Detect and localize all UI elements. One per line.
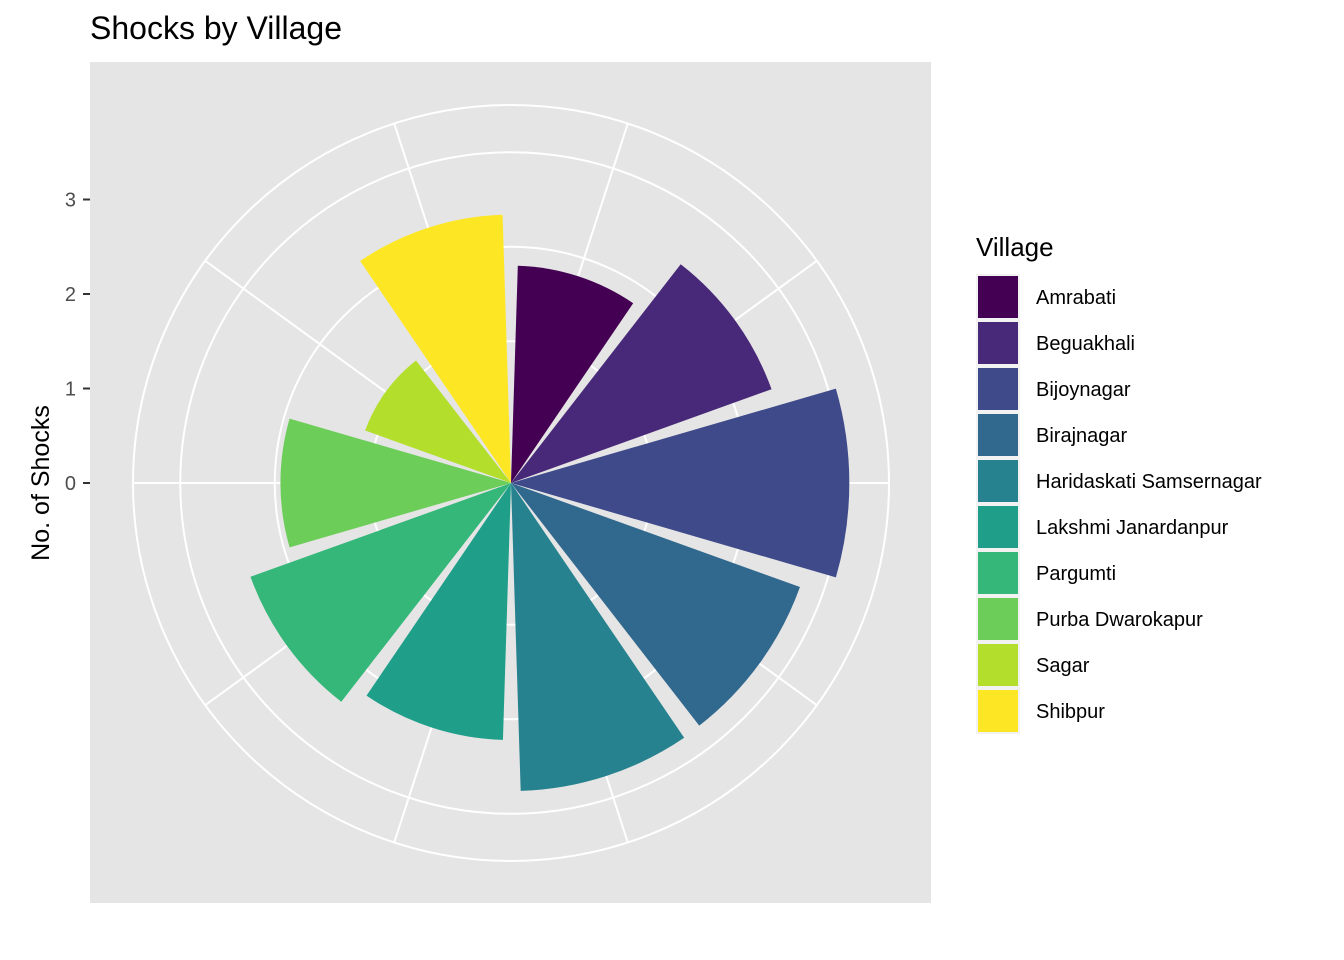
chart-title: Shocks by Village (90, 10, 342, 46)
legend-item: Amrabati (976, 274, 1116, 320)
legend-label: Sagar (1036, 655, 1090, 677)
y-axis-title: No. of Shocks (27, 405, 55, 561)
legend-item: Bijoynagar (976, 366, 1131, 412)
legend-swatch (978, 552, 1018, 594)
legend-label: Amrabati (1036, 287, 1116, 309)
bar-pargumti (250, 483, 511, 702)
legend-swatch (978, 598, 1018, 640)
legend-item: Beguakhali (976, 320, 1135, 366)
bar-birajnagar (511, 483, 800, 726)
legend: Village Amrabati Beguakhali Bijoynagar Bira… (976, 232, 1262, 734)
legend-label: Lakshmi Janardanpur (1036, 517, 1229, 539)
legend-label: Bijoynagar (1036, 379, 1131, 401)
legend-label: Pargumti (1036, 563, 1116, 585)
legend-item: Shibpur (976, 688, 1105, 734)
y-tick-label: 0 (65, 473, 76, 495)
bar-beguakhali (511, 264, 772, 483)
legend-swatch (978, 690, 1018, 732)
bar-sagar (365, 360, 511, 483)
bar-lakshmi-janardanpur (366, 483, 511, 740)
legend-swatch (978, 644, 1018, 686)
legend-swatch (978, 368, 1018, 410)
legend-swatch (978, 322, 1018, 364)
legend-swatch (978, 276, 1018, 318)
legend-swatch (978, 414, 1018, 456)
legend-item: Lakshmi Janardanpur (976, 504, 1229, 550)
legend-label: Beguakhali (1036, 333, 1135, 355)
bar-bijoynagar (511, 388, 850, 578)
legend-item: Birajnagar (976, 412, 1128, 458)
bar-amrabati (511, 265, 634, 483)
legend-item: Sagar (976, 642, 1090, 688)
legend-label: Birajnagar (1036, 425, 1128, 447)
legend-swatch (978, 506, 1018, 548)
legend-item: Purba Dwarokapur (976, 596, 1203, 642)
legend-swatch (978, 460, 1018, 502)
bar-shibpur (360, 214, 511, 483)
y-axis: 0 1 2 3 (65, 190, 90, 495)
legend-label: Purba Dwarokapur (1036, 609, 1203, 631)
y-tick-label: 2 (65, 284, 76, 306)
legend-title: Village (976, 232, 1054, 262)
y-tick-label: 3 (65, 190, 76, 212)
legend-label: Haridaskati Samsernagar (1036, 471, 1262, 493)
bars (250, 214, 850, 791)
y-tick-label: 1 (65, 379, 76, 401)
bar-haridaskati-samsernagar (511, 483, 685, 791)
legend-item: Haridaskati Samsernagar (976, 458, 1262, 504)
legend-item: Pargumti (976, 550, 1116, 596)
bar-purba-dwarokapur (280, 418, 511, 548)
legend-label: Shibpur (1036, 701, 1105, 723)
